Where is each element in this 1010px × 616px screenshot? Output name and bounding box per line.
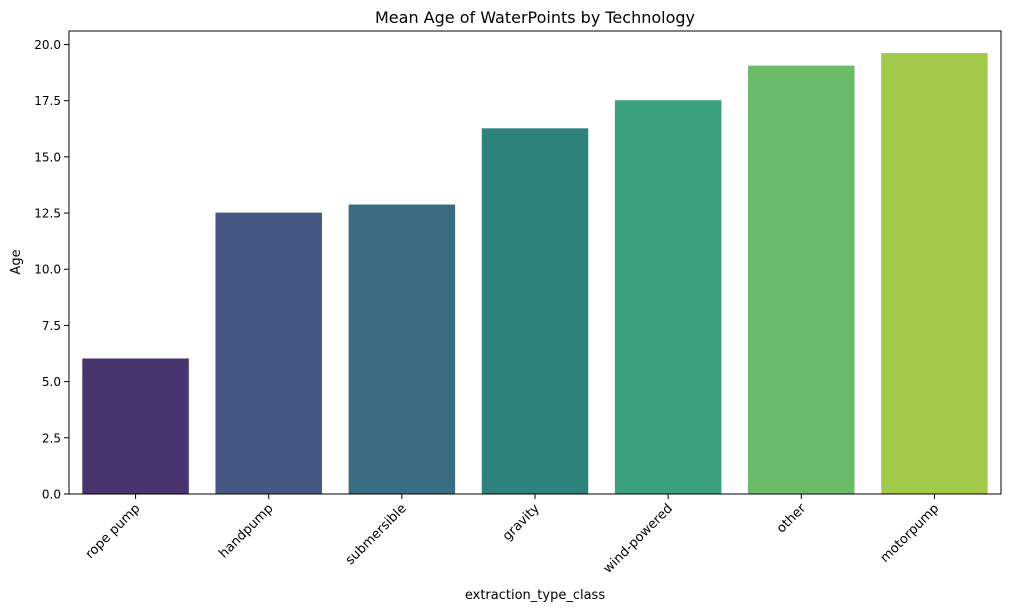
bar-wind-powered: [614, 100, 722, 494]
x-tick-label: motorpump: [878, 501, 943, 566]
y-tick-label: 2.5: [42, 431, 61, 445]
y-tick-label: 7.5: [42, 319, 61, 333]
x-tick-label: other: [774, 501, 810, 537]
plot-frame: [68, 30, 1002, 495]
x-axis: rope pump handpump submersible gravity wind-…: [83, 494, 943, 577]
y-axis-label: Age: [9, 249, 24, 274]
bar-handpump: [215, 212, 322, 494]
x-tick-label: gravity: [500, 501, 543, 544]
y-tick-label: 17.5: [34, 94, 61, 108]
x-axis-label: extraction_type_class: [465, 588, 605, 603]
bar-motorpump: [881, 53, 988, 494]
y-tick-label: 0.0: [42, 488, 61, 502]
y-axis: 0.0 2.5 5.0 7.5 10.0 12.5 15.0 17.5 20.0: [34, 38, 69, 502]
y-tick-label: 5.0: [42, 375, 61, 389]
bars-group: [82, 53, 988, 495]
y-tick-label: 15.0: [34, 150, 61, 164]
chart-title: Mean Age of WaterPoints by Technology: [375, 8, 695, 27]
x-tick-label: wind-powered: [601, 501, 676, 576]
x-tick-label: submersible: [343, 501, 410, 568]
y-tick-label: 10.0: [34, 263, 61, 277]
x-tick-label: rope pump: [83, 501, 144, 562]
bar-other: [748, 65, 855, 495]
x-tick-label: handpump: [216, 501, 276, 561]
bar-gravity: [481, 128, 589, 494]
y-tick-label: 12.5: [34, 207, 61, 221]
bar-rope-pump: [82, 358, 189, 494]
y-tick-label: 20.0: [34, 38, 61, 52]
bar-submersible: [348, 204, 456, 494]
